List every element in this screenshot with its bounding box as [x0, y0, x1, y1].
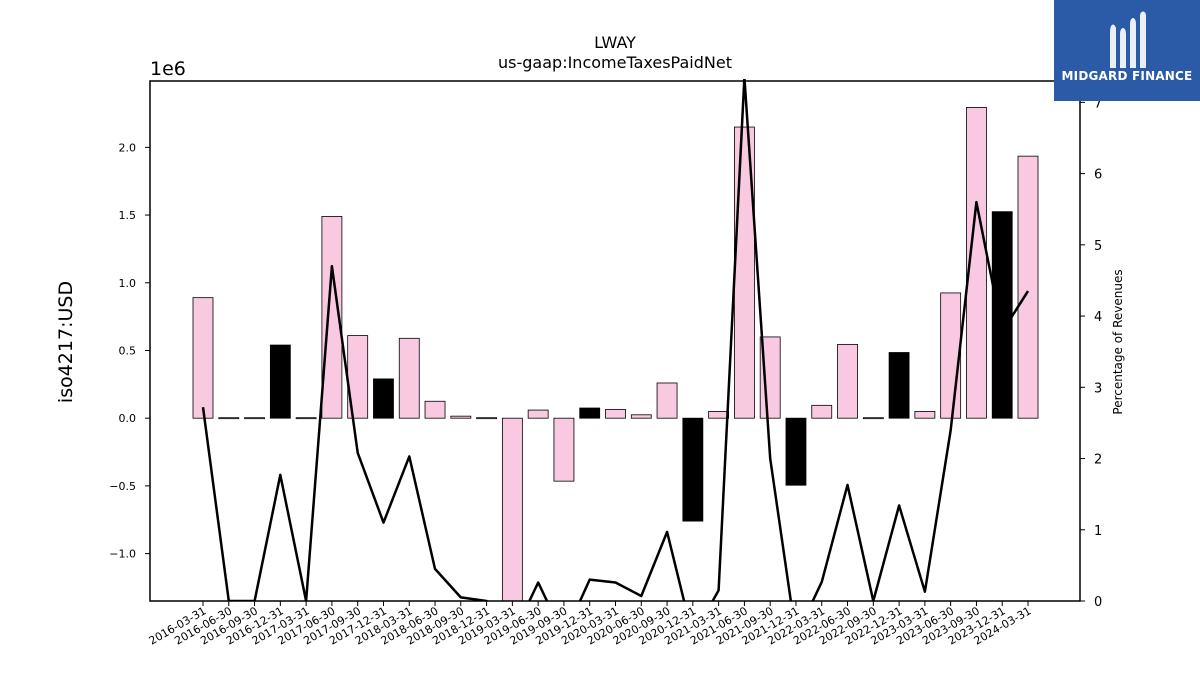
bar	[579, 407, 601, 419]
bar	[966, 107, 987, 419]
y2-tick-label: 4	[1094, 310, 1102, 325]
y2-tick-label: 3	[1094, 381, 1102, 396]
brand-logo: MIDGARD FINANCE	[1054, 0, 1200, 101]
bar	[785, 417, 807, 486]
bar	[811, 404, 833, 419]
bar	[862, 417, 884, 420]
bar	[553, 417, 575, 482]
bar	[837, 343, 858, 419]
y2-tick-label: 6	[1094, 168, 1102, 183]
bar	[244, 417, 265, 420]
bar	[373, 378, 394, 419]
bar	[476, 417, 497, 420]
y2-tick-label: 2	[1094, 453, 1102, 468]
bar	[321, 216, 343, 419]
y-tick-label: −1.0	[109, 548, 136, 561]
midgard-logo-icon	[1110, 11, 1146, 68]
y2-axis-label: Percentage of Revenues	[1111, 269, 1125, 414]
y-axis-label: iso4217:USD	[55, 281, 77, 403]
y2-tick-label: 1	[1094, 524, 1102, 539]
bar	[991, 211, 1013, 419]
y2-tick-label: 7	[1094, 96, 1102, 111]
bar	[914, 411, 936, 419]
y2-tick-label: 0	[1094, 595, 1102, 610]
line-series	[201, 79, 1030, 601]
y2-axis-ticks: 0 1 2 3 4 5 6 7	[1080, 96, 1102, 610]
bar	[630, 414, 652, 419]
y-axis-ticks: −1.0 −0.5 0.0 0.5 1.0 1.5 2.0	[109, 141, 150, 561]
bar	[450, 415, 472, 419]
y-tick-label: 0.5	[119, 344, 137, 357]
bar	[708, 411, 730, 419]
bar	[1017, 155, 1039, 419]
bar	[218, 417, 240, 420]
bar	[269, 344, 291, 419]
series-line	[201, 79, 1030, 601]
bar	[527, 409, 549, 419]
y-scale-label: 1e6	[150, 58, 186, 80]
y2-tick-label: 5	[1094, 239, 1102, 254]
y-tick-label: 1.5	[119, 209, 137, 222]
y-tick-label: −0.5	[109, 480, 136, 493]
bar	[398, 337, 420, 419]
bar	[888, 352, 910, 419]
bar	[656, 382, 678, 419]
bar	[424, 400, 446, 419]
bar	[295, 417, 317, 420]
bar	[192, 297, 214, 419]
chart-title: LWAY	[594, 33, 636, 52]
plot-frame	[149, 80, 1081, 602]
bar	[501, 417, 523, 602]
y-tick-label: 0.0	[119, 412, 137, 425]
bar	[605, 408, 626, 419]
x-axis-ticks: 2016-03-312016-06-302016-09-302016-12-31…	[147, 601, 1034, 648]
bar	[940, 292, 962, 419]
y-tick-label: 2.0	[119, 141, 137, 154]
bar-series	[192, 107, 1039, 602]
chart-subtitle: us-gaap:IncomeTaxesPaidNet	[498, 53, 732, 72]
bar	[682, 417, 704, 522]
logo-text: MIDGARD FINANCE	[1061, 69, 1193, 83]
y-tick-label: 1.0	[119, 277, 137, 290]
